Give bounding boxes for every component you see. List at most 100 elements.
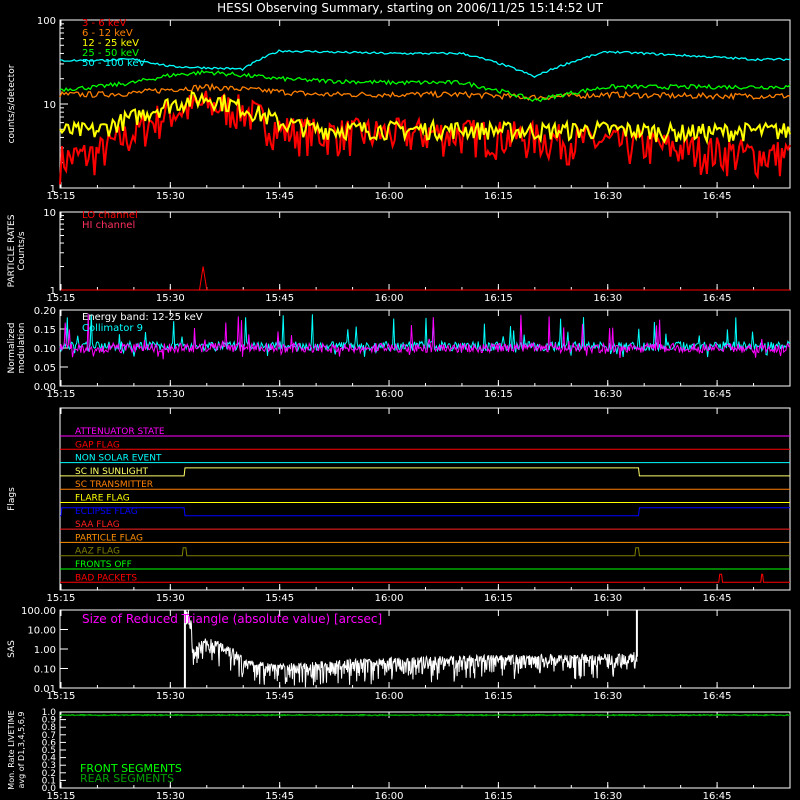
x-tick-label: 15:15 (47, 791, 76, 800)
flag-label-11: BAD PACKETS (75, 573, 137, 583)
y-tick-label: 0.2 (42, 769, 56, 779)
legend-label-2: 12 - 25 keV (82, 38, 139, 49)
x-tick-label: 15:15 (47, 389, 76, 400)
y-tick-label: 0.7 (42, 731, 56, 741)
y-tick-label: 0.1 (42, 776, 56, 786)
modulation-series-1 (59, 313, 791, 360)
flag-line-6 (60, 507, 790, 517)
y-tick-label: 1.00 (34, 645, 56, 656)
y-tick-label: 10.00 (27, 626, 56, 637)
y-tick-label: 10 (43, 100, 56, 111)
x-tick-label: 15:45 (265, 593, 294, 604)
x-tick-label: 15:45 (265, 389, 294, 400)
modulation-panel: 15:15 15:30 15:45 16:00 16:15 16:30 16:45 Norma… (7, 306, 791, 400)
y-tick-label: 0.4 (42, 754, 57, 764)
flag-label-10: FRONTS OFF (75, 560, 132, 570)
series-line-0 (59, 90, 791, 185)
y-axis-label: Normalized (7, 322, 17, 373)
y-tick-label: 0.5 (42, 746, 56, 756)
livetime-panel: 15:15 15:30 15:45 16:00 16:15 16:30 16:45 Mon. … (7, 708, 791, 800)
sas-panel: 15:15 15:30 15:45 16:00 16:15 16:30 16:45 SAS 0.… (7, 606, 791, 702)
flag-label-3: SC IN SUNLIGHT (75, 467, 149, 477)
x-tick-label: 15:15 (47, 593, 76, 604)
legend-label-3: 25 - 50 keV (82, 48, 139, 59)
y-tick-label: 1 (50, 286, 56, 297)
y-tick-label: 100 (37, 16, 56, 27)
modulation-series-0 (59, 314, 791, 358)
sas-series (184, 609, 638, 688)
x-tick-label: 16:15 (484, 389, 513, 400)
y-tick-label: 0.8 (42, 723, 57, 733)
flag-line-3 (60, 467, 790, 477)
series-line-3 (59, 69, 791, 103)
livetime-series-1 (59, 714, 791, 717)
y-tick-label: 0.3 (42, 761, 56, 771)
y-axis-label: Counts/s (17, 231, 27, 270)
x-tick-label: 16:30 (593, 791, 622, 800)
y-axis-label: PARTICLE RATES (7, 214, 17, 287)
y-axis-label: avg of D1,3,4,5,6,9 (17, 712, 26, 789)
x-tick-label: 16:30 (593, 691, 622, 702)
x-tick-label: 15:30 (156, 593, 185, 604)
x-tick-label: 15:45 (265, 791, 294, 800)
x-tick-label: 15:15 (47, 691, 76, 702)
x-tick-label: 16:15 (484, 791, 513, 800)
x-tick-label: 15:30 (156, 191, 185, 202)
x-tick-label: 16:00 (375, 593, 404, 604)
y-tick-label: 100.00 (21, 606, 56, 617)
flag-label-9: AAZ FLAG (75, 547, 120, 557)
y-tick-label: 0.01 (34, 684, 56, 695)
x-tick-label: 15:30 (156, 293, 185, 304)
x-tick-label: 15:15 (47, 191, 76, 202)
chart-title: HESSI Observing Summary, starting on 200… (217, 1, 603, 15)
x-tick-label: 15:15 (47, 293, 76, 304)
x-tick-label: 16:45 (703, 389, 732, 400)
x-tick-label: 16:00 (375, 191, 404, 202)
annotation-1: Collimator 9 (82, 323, 143, 334)
flag-line-9 (60, 547, 790, 557)
flag-label-5: FLARE FLAG (75, 494, 130, 504)
x-tick-label: 15:45 (265, 691, 294, 702)
y-tick-label: 0.6 (42, 738, 57, 748)
y-axis-label: modulation (17, 323, 27, 374)
x-tick-label: 16:30 (593, 593, 622, 604)
x-tick-label: 16:15 (484, 293, 513, 304)
flag-label-0: ATTENUATOR STATE (75, 427, 165, 437)
y-axis-label: counts/s/detector (7, 64, 17, 143)
y-axis-label: Mon. Rate LIVETIME (7, 710, 16, 789)
x-tick-label: 16:45 (703, 791, 732, 800)
flag-label-7: SAA FLAG (75, 520, 120, 530)
y-tick-label: 1 (50, 184, 56, 195)
legend-label-4: 50 - 100 keV (82, 58, 146, 69)
flags-panel: 15:15 15:30 15:45 16:00 16:15 16:30 16:45 Flags… (7, 407, 791, 604)
flag-label-2: NON SOLAR EVENT (75, 454, 162, 464)
sas-annotation: Size of Reduced Triangle (absolute value… (82, 612, 382, 626)
count-rates-panel: 15:15 15:30 15:45 16:00 16:15 16:30 16:45 count… (7, 16, 791, 202)
x-tick-label: 16:30 (593, 191, 622, 202)
x-tick-label: 16:15 (484, 191, 513, 202)
x-tick-label: 15:30 (156, 389, 185, 400)
flag-label-4: SC TRANSMITTER (75, 480, 153, 490)
x-tick-label: 16:30 (593, 389, 622, 400)
legend-label-0: 3 - 6 keV (82, 18, 126, 29)
y-tick-label: 0.9 (42, 716, 57, 726)
flag-line-11 (60, 573, 790, 583)
annotation-0: Energy band: 12-25 keV (82, 312, 203, 323)
particle-rates-panel: 15:15 15:30 15:45 16:00 16:15 16:30 16:45 PARTI… (7, 208, 791, 304)
series-line-4 (59, 49, 791, 78)
x-tick-label: 16:30 (593, 293, 622, 304)
flag-label-6: ECLIPSE FLAG (75, 507, 138, 517)
legend-label-0: FRONT SEGMENTS (80, 762, 182, 775)
legend-label-0: LO channel (82, 210, 138, 221)
y-tick-label: 0.10 (34, 344, 56, 355)
legend-label-1: HI channel (82, 220, 135, 231)
y-axis-label: Flags (7, 487, 17, 511)
series-line-2 (59, 90, 791, 146)
y-tick-label: 0.05 (34, 363, 56, 374)
x-tick-label: 16:15 (484, 593, 513, 604)
y-axis-label: SAS (7, 640, 17, 658)
x-tick-label: 16:45 (703, 691, 732, 702)
x-tick-label: 16:15 (484, 691, 513, 702)
x-tick-label: 15:30 (156, 691, 185, 702)
